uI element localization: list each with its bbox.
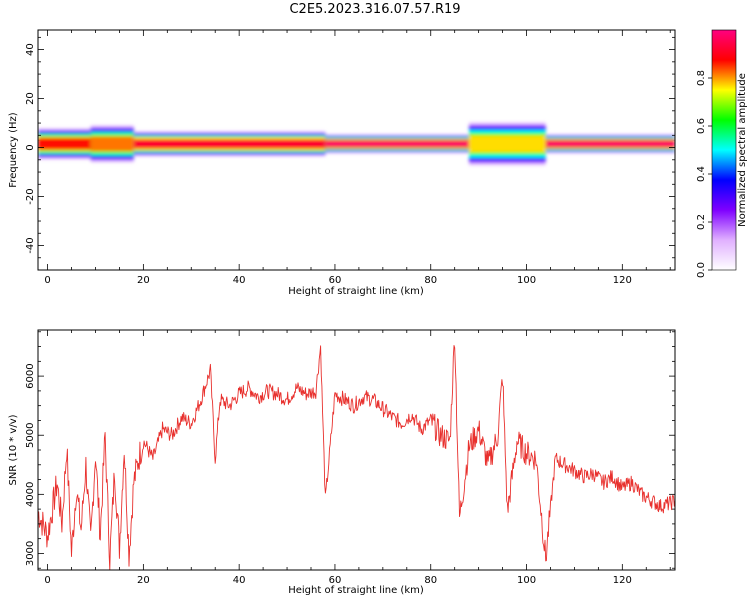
colorbar-tick-label: 0.2 [696,214,707,230]
spectrogram-x-tick-label: 60 [329,275,342,286]
band-segment [325,140,470,148]
spectrogram-y-axis-label: Frequency (Hz) [8,112,19,188]
snr-x-axis-label: Height of straight line (km) [288,585,424,596]
snr-x-tick-label: 80 [424,575,437,586]
snr-x-tick-label: 120 [613,575,632,586]
spectrogram-x-tick-label: 120 [613,275,632,286]
spectrogram-y-tick-label: 40 [25,43,36,56]
spectrogram-y-tick-label: -40 [25,237,36,253]
snr-panel: 0 20 40 60 80 100 120 3000 4000 5000 6000 Height o… [8,329,676,596]
colorbar-tick-label: 0.4 [696,166,707,182]
band-segment [133,138,326,149]
snr-line-layer [38,345,675,570]
snr-y-tick-label: 5000 [25,422,36,447]
spectrogram-y-tick-label: 20 [25,92,36,105]
colorbar-frame [711,29,737,271]
snr-ticks: 0 20 40 60 80 100 120 3000 4000 5000 6000 [25,330,675,586]
snr-series-line [38,345,675,570]
spectral-band [38,122,675,166]
spectrogram-x-tick-label: 100 [517,275,536,286]
spectrogram-y-tick-label: -20 [25,188,36,204]
spectrogram-x-tick-label: 0 [44,275,50,286]
figure-title: C2E5.2023.316.07.57.R19 [289,2,461,17]
colorbar-tick-label: 0.8 [696,70,707,86]
colorbar: 0.0 0.2 0.4 0.6 0.8 Normalized spectral ampl… [696,29,748,278]
snr-y-tick-label: 6000 [25,363,36,388]
spectrogram-panel: 0 20 40 60 80 100 120 -40 -20 0 20 40 Height of str… [8,29,676,297]
colorbar-gradient [712,30,736,270]
colorbar-label: Normalized spectral amplitude [737,73,748,227]
snr-x-tick-label: 0 [44,575,50,586]
band-segment [545,140,675,148]
colorbar-tick-label: 0.0 [696,262,707,278]
spectrogram-ticks: 0 20 40 60 80 100 120 -40 -20 0 20 40 [25,30,675,286]
snr-x-tick-label: 100 [517,575,536,586]
spectrogram-y-tick-label: 0 [25,144,36,150]
snr-x-tick-label: 20 [137,575,150,586]
snr-frame [37,329,676,571]
snr-y-axis-label: SNR (10 * v/v) [8,414,19,485]
spectrogram-heatmap [38,122,675,166]
spectrogram-x-tick-label: 20 [137,275,150,286]
spectrogram-frame [37,29,676,271]
band-segment [38,137,91,150]
colorbar-ticks: 0.0 0.2 0.4 0.6 0.8 [696,70,712,278]
snr-y-tick-label: 4000 [25,482,36,507]
colorbar-tick-label: 0.6 [696,118,707,134]
band-segment [90,136,134,152]
snr-x-tick-label: 40 [233,575,246,586]
band-segment [469,135,546,153]
spectrogram-x-tick-label: 80 [424,275,437,286]
snr-x-tick-label: 60 [329,575,342,586]
spectrogram-x-tick-label: 40 [233,275,246,286]
spectrogram-x-axis-label: Height of straight line (km) [288,286,424,297]
snr-y-tick-label: 3000 [25,541,36,566]
